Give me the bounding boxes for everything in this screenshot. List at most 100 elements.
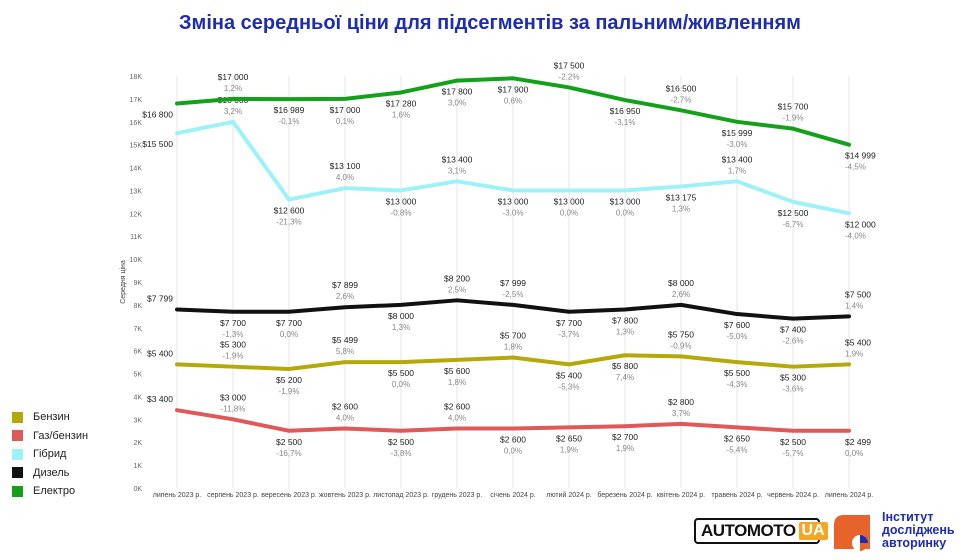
y-tick-label: 18K: [130, 74, 143, 81]
pct-label: -3,8%: [391, 449, 412, 458]
pct-label: -11,8%: [221, 404, 246, 413]
pct-label: 1,6%: [392, 110, 410, 119]
y-tick-label: 12K: [130, 211, 143, 218]
pct-label: -2,2%: [559, 72, 580, 81]
pct-label: -1,9%: [279, 387, 300, 396]
data-label: $16 500: [666, 83, 697, 93]
pct-label: -1,9%: [223, 352, 244, 361]
data-label: $7 800: [612, 315, 638, 325]
series-line-Бензин: [175, 353, 851, 371]
pct-label: -2,6%: [783, 337, 804, 346]
data-label: $16 989: [274, 105, 305, 115]
data-label: $5 499: [332, 335, 358, 345]
institute-line-1: Інститут: [882, 510, 934, 524]
legend-label: Дизель: [33, 466, 70, 479]
pct-label: -16,7%: [276, 449, 301, 458]
legend-item: Гібрид: [12, 445, 88, 464]
institute-logo: Інститут досліджень авторинку: [830, 509, 980, 555]
pct-label: 2,6%: [336, 292, 354, 301]
x-tick-label: вересень 2023 р.: [261, 492, 317, 499]
x-tick-label: січень 2024 р.: [490, 491, 535, 499]
data-label: $13 400: [442, 154, 473, 164]
data-label: $5 200: [276, 375, 302, 385]
x-tick-label: листопад 2023 р.: [373, 492, 429, 499]
data-label: $13 000: [386, 196, 417, 206]
legend-label: Бензин: [33, 411, 70, 424]
x-tick-label: липень 2023 р.: [153, 492, 202, 499]
pct-label: 1,7%: [728, 166, 746, 175]
data-label: $15 500: [142, 139, 173, 149]
pct-label: -0,8%: [391, 208, 412, 217]
pct-label: -3,1%: [615, 118, 636, 127]
data-label: $16 950: [610, 106, 641, 116]
x-tick-label: лютий 2024 р.: [546, 491, 592, 499]
pct-label: 0,0%: [392, 380, 410, 389]
data-label: $2 700: [612, 432, 638, 442]
data-label: $5 400: [556, 370, 582, 380]
data-label: $7 700: [220, 318, 246, 328]
data-label: $7 999: [500, 278, 526, 288]
pct-label: 0,0%: [504, 446, 522, 455]
data-label: $13 400: [722, 154, 753, 164]
y-tick-label: 6K: [133, 349, 142, 356]
automoto-logo-text: AUTOMOTO: [701, 521, 796, 540]
institute-line-3: авторинку: [882, 536, 947, 550]
pct-label: -5,3%: [559, 382, 580, 391]
pct-label: -2,5%: [503, 290, 524, 299]
y-tick-label: 10K: [130, 257, 143, 264]
pct-label: -3,7%: [559, 330, 580, 339]
pct-label: 3,2%: [224, 107, 242, 116]
data-label: $8 000: [668, 278, 694, 288]
pct-label: -4,0%: [845, 231, 866, 240]
data-label: $2 650: [556, 433, 582, 443]
data-label: $5 750: [668, 329, 694, 339]
pct-label: -3,0%: [503, 208, 524, 217]
pct-label: 3,0%: [448, 99, 466, 108]
data-label: $5 500: [724, 368, 750, 378]
y-tick-label: 14K: [130, 166, 143, 173]
data-label: $15 999: [722, 128, 753, 138]
data-label: $2 500: [276, 437, 302, 447]
institute-line-2: досліджень: [882, 523, 955, 537]
x-tick-label: червень 2024 р.: [767, 492, 819, 499]
legend-item: Дизель: [12, 464, 88, 483]
x-tick-label: грудень 2023 р.: [432, 492, 482, 499]
pct-label: 4,0%: [336, 413, 354, 422]
data-label: $17 800: [442, 87, 473, 97]
data-label: $7 799: [147, 293, 173, 303]
y-tick-label: 7K: [133, 326, 142, 333]
legend-label: Газ/бензин: [33, 429, 89, 442]
y-tick-label: 2K: [133, 440, 142, 447]
data-label: $2 600: [332, 401, 358, 411]
series-line-Дизель: [175, 298, 851, 321]
pct-label: -2,7%: [671, 95, 692, 104]
institute-logo-text: Інститут досліджень авторинку: [882, 511, 955, 550]
legend-swatch: [12, 430, 23, 442]
y-tick-label: 4K: [133, 394, 142, 401]
pct-label: 1,8%: [448, 378, 466, 387]
data-label: $3 000: [220, 392, 246, 402]
data-label: $5 300: [780, 373, 806, 383]
x-tick-label: жовтень 2023 р.: [319, 492, 371, 499]
pct-label: 0,0%: [560, 208, 578, 217]
pct-label: -0,9%: [671, 341, 692, 350]
y-tick-label: 13K: [130, 188, 143, 195]
pct-label: 3,7%: [672, 409, 690, 418]
data-label: $2 800: [668, 397, 694, 407]
pct-label: -5,7%: [783, 449, 804, 458]
chart-title: Зміна середньої ціни для підсегментів за…: [179, 12, 801, 34]
data-label: $13 000: [554, 196, 585, 206]
data-label: $5 800: [612, 361, 638, 371]
series-line-Електро: [175, 76, 851, 147]
pct-label: 0,0%: [616, 208, 634, 217]
y-tick-label: 3K: [133, 417, 142, 424]
data-label: $13 100: [330, 161, 361, 171]
pct-label: 1,9%: [845, 349, 863, 358]
pct-label: 5,8%: [336, 347, 354, 356]
data-label: $7 400: [780, 325, 806, 335]
data-label: $7 700: [276, 318, 302, 328]
data-label: $13 000: [498, 196, 529, 206]
y-axis-label: Середня ціна: [119, 260, 127, 304]
pct-label: 1,9%: [616, 444, 634, 453]
pct-label: 1,3%: [392, 323, 410, 332]
